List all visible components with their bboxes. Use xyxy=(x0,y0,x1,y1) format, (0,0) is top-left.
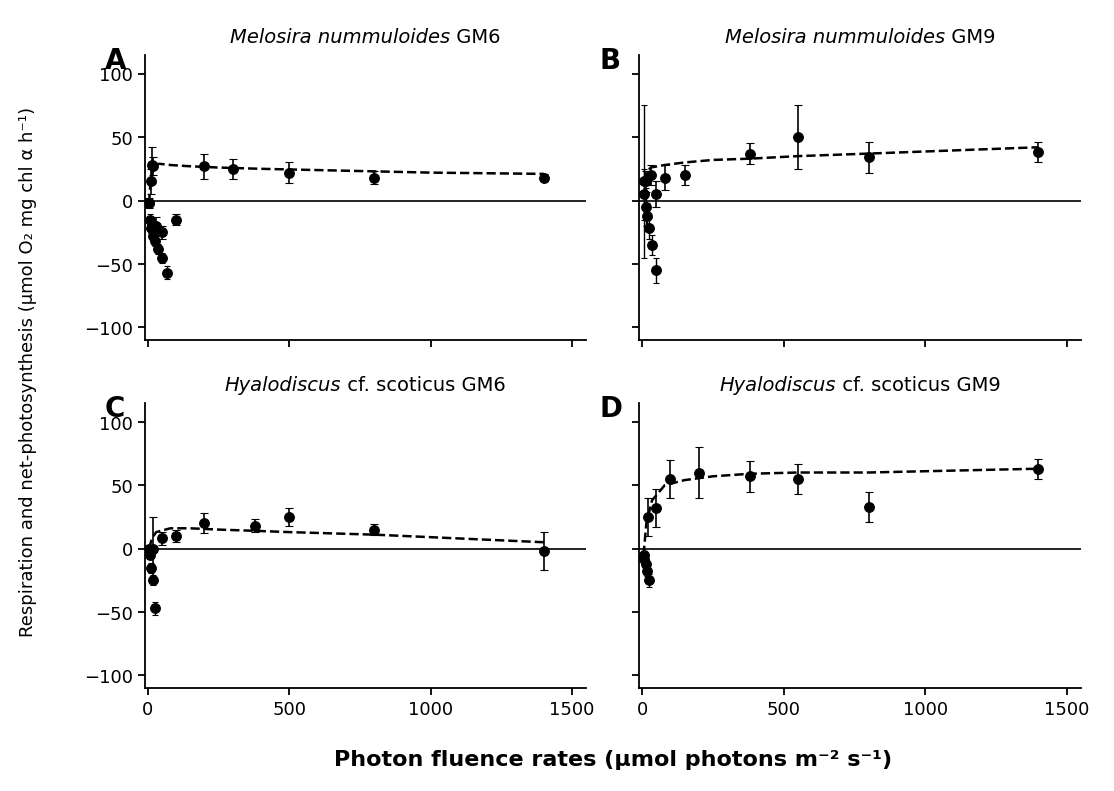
Text: cf. scoticus GM6: cf. scoticus GM6 xyxy=(341,376,506,395)
Text: cf. scoticus GM9: cf. scoticus GM9 xyxy=(836,376,1000,395)
Text: Hyalodiscus: Hyalodiscus xyxy=(720,376,836,395)
Text: Respiration and net-photosynthesis (μmol O₂ mg chl α h⁻¹): Respiration and net-photosynthesis (μmol… xyxy=(19,107,37,637)
Text: GM6: GM6 xyxy=(450,28,501,47)
Text: Photon fluence rates (μmol photons m⁻² s⁻¹): Photon fluence rates (μmol photons m⁻² s… xyxy=(334,749,891,770)
Text: D: D xyxy=(599,395,623,422)
Text: Melosira nummuloides: Melosira nummuloides xyxy=(231,28,450,47)
Text: A: A xyxy=(105,47,127,75)
Text: Melosira nummuloides: Melosira nummuloides xyxy=(724,28,945,47)
Text: GM9: GM9 xyxy=(945,28,995,47)
Text: B: B xyxy=(599,47,620,75)
Text: C: C xyxy=(105,395,126,422)
Text: Hyalodiscus: Hyalodiscus xyxy=(225,376,341,395)
